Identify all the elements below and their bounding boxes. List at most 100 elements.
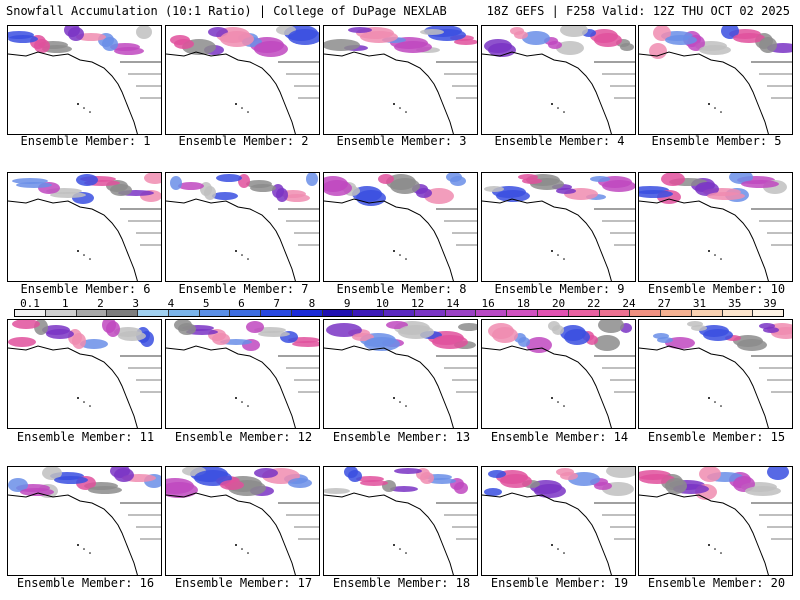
colorbar-swatch [722,310,754,316]
model-run-info: 18Z GEFS | F258 Valid: 12Z THU OCT 02 20… [486,4,790,18]
ensemble-member-map [481,319,636,429]
panel-map-svg [8,173,161,281]
colorbar-label: 0.1 [20,297,40,310]
ensemble-member-map [165,466,320,576]
colorbar-label: 24 [622,297,636,310]
colorbar-label: 16 [481,297,495,310]
panel-map-svg [639,320,792,428]
colorbar-label: 39 [763,297,777,310]
ensemble-member-map [165,172,320,282]
colorbar-swatch [76,310,108,316]
colorbar-swatch [45,310,77,316]
ensemble-member-label: Ensemble Member: 4 [494,134,625,148]
ensemble-member-label: Ensemble Member: 9 [494,282,625,296]
colorbar-label: 8 [308,297,316,310]
ensemble-member-map [323,466,478,576]
panel-map-svg [324,173,477,281]
ensemble-member-label: Ensemble Member: 17 [174,576,313,590]
colorbar-label: 10 [375,297,389,310]
ensemble-member-map [7,172,162,282]
ensemble-member-map [323,319,478,429]
ensemble-member-map [323,25,478,135]
ensemble-member-label: Ensemble Member: 19 [490,576,629,590]
colorbar-swatch [384,310,415,316]
panel-map-svg [639,173,792,281]
ensemble-member-map [481,172,636,282]
ensemble-member-map [165,25,320,135]
panel-map-svg [166,467,319,575]
panel-map-svg [324,26,477,134]
colorbar-label: 12 [410,297,425,310]
panel-map-svg [166,320,319,428]
panel-map-svg [482,467,635,575]
colorbar-swatch [353,310,385,316]
colorbar-label: 14 [446,297,460,310]
colorbar-swatch [261,310,292,316]
colorbar-swatch [445,310,477,316]
ensemble-member-map [481,25,636,135]
panel-map-svg [8,467,161,575]
ensemble-member-label: Ensemble Member: 7 [178,282,309,296]
colorbar-label: 5 [202,297,210,310]
panel-map-svg [482,320,635,428]
panel-map-svg [482,26,635,134]
colorbar-swatch [507,310,539,316]
colorbar-label: 35 [728,297,742,310]
colorbar-label: 31 [692,297,707,310]
colorbar-swatch [599,310,631,316]
colorbar-swatch [230,310,262,316]
ensemble-member-label: Ensemble Member: 8 [336,282,467,296]
ensemble-member-label: Ensemble Member: 1 [20,134,151,148]
colorbar-label: 9 [343,297,351,310]
colorbar-swatch [138,310,169,316]
map-title: Snowfall Accumulation (10:1 Ratio) | Col… [6,4,447,18]
ensemble-member-label: Ensemble Member: 5 [651,134,782,148]
ensemble-member-map [638,25,793,135]
colorbar-label: 7 [273,297,280,310]
colorbar-swatch [568,310,600,316]
panel-map-svg [324,320,477,428]
colorbar-label: 6 [238,297,245,310]
colorbar-label: 20 [551,297,566,310]
panel-map-svg [324,467,477,575]
colorbar-swatch [107,310,139,316]
colorbar-label: 27 [657,297,671,310]
ensemble-member-label: Ensemble Member: 20 [647,576,786,590]
colorbar-swatch [630,310,662,316]
panel-map-svg [166,26,319,134]
ensemble-member-map [638,319,793,429]
colorbar-label: 1 [61,297,69,310]
colorbar-swatch [691,310,723,316]
panel-map-svg [8,320,161,428]
colorbar-label: 4 [167,297,175,310]
colorbar-swatch [199,310,231,316]
ensemble-member-label: Ensemble Member: 15 [647,430,786,444]
ensemble-member-map [7,25,162,135]
colorbar-label: 3 [132,297,140,310]
ensemble-member-map [481,466,636,576]
colorbar-label: 2 [97,297,104,310]
ensemble-member-map [7,466,162,576]
ensemble-member-map [323,172,478,282]
ensemble-member-label: Ensemble Member: 18 [332,576,471,590]
ensemble-member-label: Ensemble Member: 13 [332,430,471,444]
panel-map-svg [639,467,792,575]
panel-map-svg [166,173,319,281]
panel-map-svg [8,26,161,134]
colorbar-swatch [322,310,354,316]
ensemble-member-label: Ensemble Member: 6 [20,282,151,296]
ensemble-member-map [638,172,793,282]
colorbar-swatch [661,310,692,316]
ensemble-member-map [638,466,793,576]
ensemble-member-label: Ensemble Member: 12 [174,430,313,444]
ensemble-member-label: Ensemble Member: 14 [490,430,629,444]
colorbar-swatch [753,310,784,316]
ensemble-member-map [7,319,162,429]
ensemble-member-label: Ensemble Member: 3 [336,134,467,148]
colorbar-label: 18 [516,297,530,310]
panel-map-svg [482,173,635,281]
ensemble-member-label: Ensemble Member: 16 [16,576,155,590]
colorbar-swatch [168,310,200,316]
ensemble-member-map [165,319,320,429]
colorbar-swatch [538,310,569,316]
